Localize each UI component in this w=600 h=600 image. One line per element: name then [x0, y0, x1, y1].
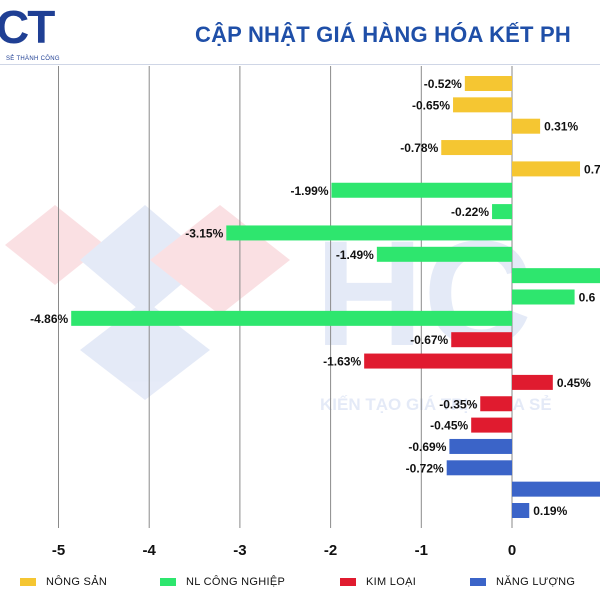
- data-label-18: -0.72%: [406, 461, 444, 475]
- watermark-diamond-left: [5, 205, 105, 285]
- data-label-1: -0.65%: [412, 98, 450, 112]
- x-tick-label-1: -4: [143, 542, 157, 559]
- legend-item-1: NL CÔNG NGHIỆP: [160, 574, 285, 590]
- data-label-5: -1.99%: [290, 184, 328, 198]
- bar-15: [480, 396, 512, 412]
- data-label-7: -3.15%: [185, 226, 223, 240]
- legend-label: NĂNG LƯỢNG: [496, 576, 576, 588]
- legend-swatch: [20, 578, 36, 586]
- watermark-diamond-right: [150, 205, 290, 315]
- bar-18: [446, 460, 512, 476]
- legend-label: KIM LOẠI: [366, 576, 417, 588]
- data-label-17: -0.69%: [408, 440, 446, 454]
- legend-label: NÔNG SẢN: [46, 576, 108, 588]
- logo-text: CT: [0, 1, 55, 53]
- data-label-3: -0.78%: [400, 141, 438, 155]
- data-label-15: -0.35%: [439, 397, 477, 411]
- legend: NÔNG SẢN NL CÔNG NGHIỆP KIM LOẠI NĂNG LƯỢNG: [0, 574, 600, 594]
- legend-swatch: [340, 578, 356, 586]
- bar-17: [449, 438, 512, 454]
- watermark-diamond-mid: [80, 205, 210, 315]
- x-tick-label-5: 0: [508, 542, 516, 559]
- header-divider: [0, 64, 600, 65]
- x-tick-label-4: -1: [415, 542, 428, 559]
- bar-3: [441, 140, 512, 156]
- x-tick-label-2: -3: [233, 542, 246, 559]
- bar-13: [364, 353, 512, 369]
- bar-16: [471, 417, 512, 433]
- data-label-20: 0.19%: [533, 504, 567, 518]
- watermark-tagline: KIẾN TẠO GIÁ TRỊ - CHIA SẺ: [320, 395, 552, 414]
- bar-19: [512, 481, 600, 497]
- legend-item-0: NÔNG SẢN: [20, 574, 107, 590]
- bar-4: [512, 161, 581, 177]
- bar-20: [512, 503, 530, 518]
- legend-item-2: KIM LOẠI: [340, 574, 416, 590]
- bar-8: [376, 246, 512, 262]
- chart-title: CẬP NHẬT GIÁ HÀNG HÓA KẾT PH: [195, 22, 571, 47]
- logo: CT SẺ THÀNH CÔNG: [0, 0, 90, 70]
- bar-2: [512, 118, 541, 134]
- x-tick-label-3: -2: [324, 542, 337, 559]
- bar-10: [512, 289, 575, 305]
- data-label-11: -4.86%: [30, 312, 68, 326]
- x-tick-label-0: -5: [52, 542, 65, 559]
- legend-swatch: [160, 578, 176, 586]
- x-axis-ticks: -5 -4 -3 -2 -1 0: [52, 542, 516, 559]
- data-label-16: -0.45%: [430, 419, 468, 433]
- bar-chart: HC KIẾN TẠO GIÁ TRỊ - CHIA SẺ -0.52%-0.6…: [5, 66, 600, 559]
- bar-0: [464, 76, 512, 91]
- data-label-2: 0.31%: [544, 120, 578, 134]
- bar-7: [226, 225, 513, 241]
- data-label-13: -1.63%: [323, 355, 361, 369]
- data-label-4: 0.7: [584, 162, 600, 176]
- data-label-0: -0.52%: [424, 77, 462, 91]
- legend-item-3: NĂNG LƯỢNG: [470, 574, 575, 590]
- legend-label: NL CÔNG NGHIỆP: [186, 576, 286, 588]
- bars: [71, 76, 600, 518]
- data-label-8: -1.49%: [336, 248, 374, 262]
- bar-6: [492, 204, 512, 220]
- bar-1: [453, 97, 512, 113]
- data-label-6: -0.22%: [451, 205, 489, 219]
- data-labels: -0.52% -0.65% 0.31% -0.78% 0.7 -1.99% -0.22% -3…: [30, 77, 600, 518]
- data-label-14: 0.45%: [557, 376, 591, 390]
- bar-14: [512, 374, 553, 390]
- bar-5: [331, 182, 512, 198]
- bar-12: [451, 332, 512, 348]
- logo-subtitle: SẺ THÀNH CÔNG: [6, 56, 60, 62]
- legend-swatch: [470, 578, 486, 586]
- bar-11: [71, 310, 512, 326]
- data-label-10: 0.6: [579, 291, 596, 305]
- data-label-12: -0.67%: [410, 333, 448, 347]
- bar-9: [512, 268, 600, 284]
